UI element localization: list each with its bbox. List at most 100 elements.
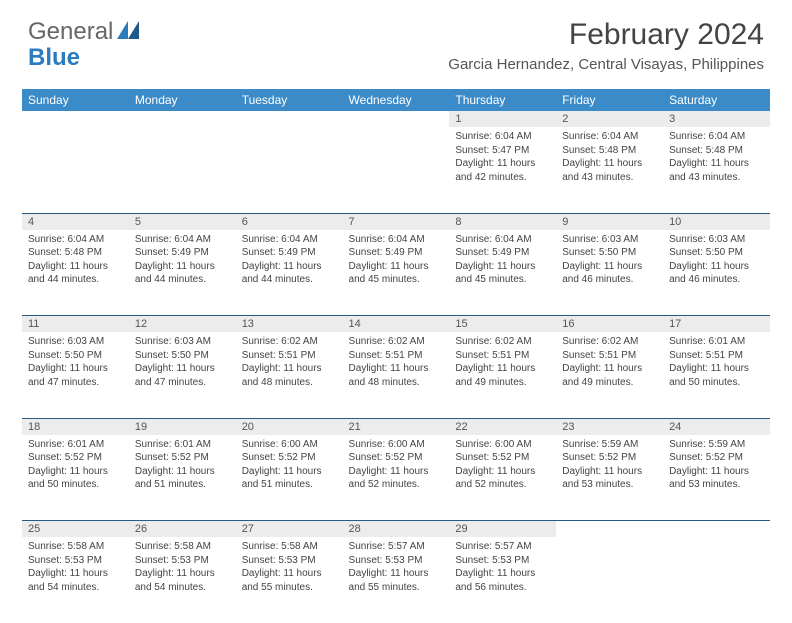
title-block: February 2024 Garcia Hernandez, Central … bbox=[448, 18, 764, 73]
daylight-text: Daylight: 11 hours and 43 minutes. bbox=[562, 157, 657, 184]
day-cell: Sunrise: 6:04 AMSunset: 5:48 PMDaylight:… bbox=[556, 127, 663, 213]
day-number-row: 18192021222324 bbox=[22, 418, 770, 435]
day-cell-inner: Sunrise: 6:04 AMSunset: 5:48 PMDaylight:… bbox=[663, 127, 770, 188]
sunset-text: Sunset: 5:47 PM bbox=[455, 144, 550, 158]
calendar-table: Sunday Monday Tuesday Wednesday Thursday… bbox=[22, 89, 770, 623]
daylight-text: Daylight: 11 hours and 44 minutes. bbox=[28, 260, 123, 287]
sunrise-text: Sunrise: 6:03 AM bbox=[562, 233, 657, 247]
day-number: 29 bbox=[449, 521, 556, 538]
sunset-text: Sunset: 5:49 PM bbox=[455, 246, 550, 260]
day-cell-inner: Sunrise: 5:57 AMSunset: 5:53 PMDaylight:… bbox=[343, 537, 450, 598]
day-number bbox=[343, 111, 450, 127]
day-cell-inner: Sunrise: 6:04 AMSunset: 5:47 PMDaylight:… bbox=[449, 127, 556, 188]
daylight-text: Daylight: 11 hours and 56 minutes. bbox=[455, 567, 550, 594]
day-cell: Sunrise: 6:04 AMSunset: 5:49 PMDaylight:… bbox=[449, 230, 556, 316]
sunset-text: Sunset: 5:52 PM bbox=[349, 451, 444, 465]
sunset-text: Sunset: 5:50 PM bbox=[135, 349, 230, 363]
sunrise-text: Sunrise: 6:04 AM bbox=[349, 233, 444, 247]
day-cell bbox=[663, 537, 770, 623]
sunset-text: Sunset: 5:50 PM bbox=[562, 246, 657, 260]
day-header: Thursday bbox=[449, 89, 556, 111]
day-cell-inner: Sunrise: 6:03 AMSunset: 5:50 PMDaylight:… bbox=[22, 332, 129, 393]
day-cell: Sunrise: 5:58 AMSunset: 5:53 PMDaylight:… bbox=[22, 537, 129, 623]
day-cell-inner: Sunrise: 5:58 AMSunset: 5:53 PMDaylight:… bbox=[129, 537, 236, 598]
day-cell: Sunrise: 6:02 AMSunset: 5:51 PMDaylight:… bbox=[449, 332, 556, 418]
daylight-text: Daylight: 11 hours and 42 minutes. bbox=[455, 157, 550, 184]
daylight-text: Daylight: 11 hours and 51 minutes. bbox=[242, 465, 337, 492]
day-cell-inner: Sunrise: 6:03 AMSunset: 5:50 PMDaylight:… bbox=[663, 230, 770, 291]
day-cell: Sunrise: 5:57 AMSunset: 5:53 PMDaylight:… bbox=[343, 537, 450, 623]
day-cell-inner: Sunrise: 6:03 AMSunset: 5:50 PMDaylight:… bbox=[556, 230, 663, 291]
sunset-text: Sunset: 5:51 PM bbox=[562, 349, 657, 363]
daylight-text: Daylight: 11 hours and 44 minutes. bbox=[135, 260, 230, 287]
sunrise-text: Sunrise: 6:02 AM bbox=[455, 335, 550, 349]
day-cell bbox=[343, 127, 450, 213]
day-number-row: 2526272829 bbox=[22, 521, 770, 538]
month-title: February 2024 bbox=[448, 18, 764, 52]
sunrise-text: Sunrise: 6:02 AM bbox=[349, 335, 444, 349]
daylight-text: Daylight: 11 hours and 46 minutes. bbox=[669, 260, 764, 287]
day-header: Friday bbox=[556, 89, 663, 111]
sunrise-text: Sunrise: 6:01 AM bbox=[28, 438, 123, 452]
day-cell bbox=[129, 127, 236, 213]
day-cell: Sunrise: 6:01 AMSunset: 5:51 PMDaylight:… bbox=[663, 332, 770, 418]
sunset-text: Sunset: 5:48 PM bbox=[28, 246, 123, 260]
daylight-text: Daylight: 11 hours and 53 minutes. bbox=[669, 465, 764, 492]
day-cell-inner bbox=[236, 127, 343, 134]
sunrise-text: Sunrise: 6:00 AM bbox=[455, 438, 550, 452]
day-number: 20 bbox=[236, 418, 343, 435]
day-header: Tuesday bbox=[236, 89, 343, 111]
sunrise-text: Sunrise: 6:04 AM bbox=[242, 233, 337, 247]
daylight-text: Daylight: 11 hours and 54 minutes. bbox=[135, 567, 230, 594]
sunset-text: Sunset: 5:48 PM bbox=[669, 144, 764, 158]
day-cell-inner: Sunrise: 6:04 AMSunset: 5:49 PMDaylight:… bbox=[449, 230, 556, 291]
logo: General bbox=[28, 18, 141, 46]
day-cell: Sunrise: 6:00 AMSunset: 5:52 PMDaylight:… bbox=[236, 435, 343, 521]
day-cell: Sunrise: 6:01 AMSunset: 5:52 PMDaylight:… bbox=[129, 435, 236, 521]
day-number: 16 bbox=[556, 316, 663, 333]
day-number: 22 bbox=[449, 418, 556, 435]
sunrise-text: Sunrise: 5:59 AM bbox=[562, 438, 657, 452]
sunrise-text: Sunrise: 5:58 AM bbox=[28, 540, 123, 554]
daylight-text: Daylight: 11 hours and 45 minutes. bbox=[455, 260, 550, 287]
header: General February 2024 Garcia Hernandez, … bbox=[0, 0, 792, 81]
day-number: 11 bbox=[22, 316, 129, 333]
daylight-text: Daylight: 11 hours and 55 minutes. bbox=[242, 567, 337, 594]
sunrise-text: Sunrise: 5:58 AM bbox=[135, 540, 230, 554]
logo-text-2-wrap: Blue bbox=[28, 44, 80, 72]
sunrise-text: Sunrise: 6:04 AM bbox=[455, 130, 550, 144]
day-cell: Sunrise: 6:03 AMSunset: 5:50 PMDaylight:… bbox=[22, 332, 129, 418]
sunrise-text: Sunrise: 6:00 AM bbox=[242, 438, 337, 452]
sunset-text: Sunset: 5:52 PM bbox=[135, 451, 230, 465]
day-number: 12 bbox=[129, 316, 236, 333]
daylight-text: Daylight: 11 hours and 48 minutes. bbox=[349, 362, 444, 389]
day-number bbox=[556, 521, 663, 538]
day-cell-inner: Sunrise: 5:58 AMSunset: 5:53 PMDaylight:… bbox=[236, 537, 343, 598]
day-number: 14 bbox=[343, 316, 450, 333]
sunset-text: Sunset: 5:51 PM bbox=[455, 349, 550, 363]
sunrise-text: Sunrise: 6:04 AM bbox=[455, 233, 550, 247]
day-cell-inner: Sunrise: 6:04 AMSunset: 5:49 PMDaylight:… bbox=[236, 230, 343, 291]
day-cell-inner: Sunrise: 6:00 AMSunset: 5:52 PMDaylight:… bbox=[236, 435, 343, 496]
day-content-row: Sunrise: 5:58 AMSunset: 5:53 PMDaylight:… bbox=[22, 537, 770, 623]
day-number: 6 bbox=[236, 213, 343, 230]
day-cell-inner: Sunrise: 6:01 AMSunset: 5:52 PMDaylight:… bbox=[22, 435, 129, 496]
day-cell-inner bbox=[663, 537, 770, 544]
day-number: 2 bbox=[556, 111, 663, 127]
day-number-row: 11121314151617 bbox=[22, 316, 770, 333]
day-cell: Sunrise: 6:03 AMSunset: 5:50 PMDaylight:… bbox=[663, 230, 770, 316]
day-number bbox=[663, 521, 770, 538]
day-number: 10 bbox=[663, 213, 770, 230]
day-cell: Sunrise: 5:59 AMSunset: 5:52 PMDaylight:… bbox=[556, 435, 663, 521]
sunset-text: Sunset: 5:50 PM bbox=[28, 349, 123, 363]
day-cell: Sunrise: 6:04 AMSunset: 5:47 PMDaylight:… bbox=[449, 127, 556, 213]
sunrise-text: Sunrise: 6:03 AM bbox=[669, 233, 764, 247]
daylight-text: Daylight: 11 hours and 47 minutes. bbox=[28, 362, 123, 389]
daylight-text: Daylight: 11 hours and 43 minutes. bbox=[669, 157, 764, 184]
sunset-text: Sunset: 5:50 PM bbox=[669, 246, 764, 260]
sunset-text: Sunset: 5:53 PM bbox=[242, 554, 337, 568]
sunset-text: Sunset: 5:53 PM bbox=[455, 554, 550, 568]
day-number: 24 bbox=[663, 418, 770, 435]
sunrise-text: Sunrise: 6:03 AM bbox=[28, 335, 123, 349]
day-content-row: Sunrise: 6:04 AMSunset: 5:47 PMDaylight:… bbox=[22, 127, 770, 213]
